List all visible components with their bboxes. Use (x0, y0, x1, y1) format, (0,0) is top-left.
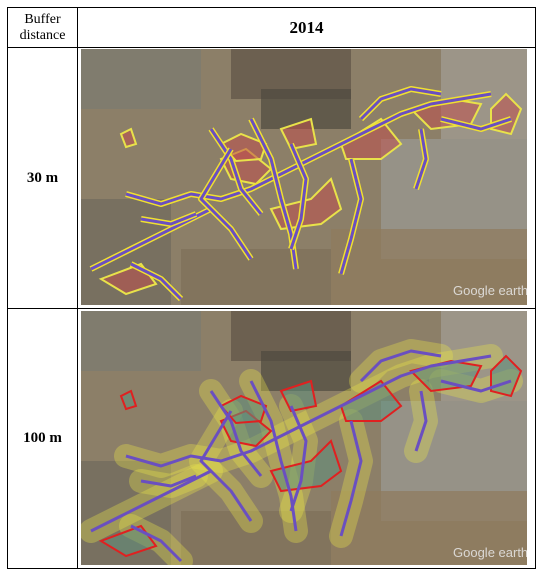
wetland (119, 127, 138, 149)
wetland (339, 117, 403, 160)
stream (199, 148, 253, 260)
wetland (339, 379, 403, 422)
stream (359, 349, 442, 383)
border (7, 7, 536, 8)
terrain (331, 229, 527, 305)
stream (339, 158, 363, 275)
wetland (219, 394, 268, 425)
terrain (81, 311, 201, 371)
stream (339, 420, 363, 537)
stream (414, 128, 428, 190)
satellite-image: Google earth (81, 311, 527, 565)
wetland (98, 524, 158, 558)
border (7, 7, 8, 569)
stream (125, 354, 492, 468)
watermark: Google earth (453, 283, 527, 298)
header-cell: 2014 (289, 17, 324, 37)
stream (140, 474, 197, 488)
watermark: Google earth (453, 545, 527, 560)
stream (440, 117, 512, 131)
border (535, 7, 536, 569)
row-label: 100 m (23, 430, 62, 446)
border (77, 7, 78, 569)
stream (130, 524, 183, 563)
border (7, 568, 536, 569)
stream (90, 469, 212, 533)
stream (130, 262, 183, 301)
stream (289, 405, 308, 512)
header-cell: Buffer distance (19, 11, 66, 43)
stream (209, 128, 263, 215)
border (7, 47, 536, 48)
satellite-image: Google earth (81, 49, 527, 305)
row-label: 30 m (26, 169, 59, 186)
stream (414, 390, 428, 452)
stream (289, 143, 308, 250)
stream (359, 87, 442, 121)
terrain (181, 511, 331, 565)
wetland (119, 389, 138, 411)
border (7, 308, 536, 309)
terrain (81, 49, 201, 109)
terrain (331, 491, 527, 565)
stream (140, 212, 197, 226)
terrain (181, 249, 331, 305)
stream (209, 390, 263, 477)
stream (199, 410, 253, 522)
wetland (269, 439, 343, 493)
wetland (279, 117, 318, 151)
stream (125, 92, 492, 206)
wetland (279, 379, 318, 413)
stream (440, 379, 512, 393)
